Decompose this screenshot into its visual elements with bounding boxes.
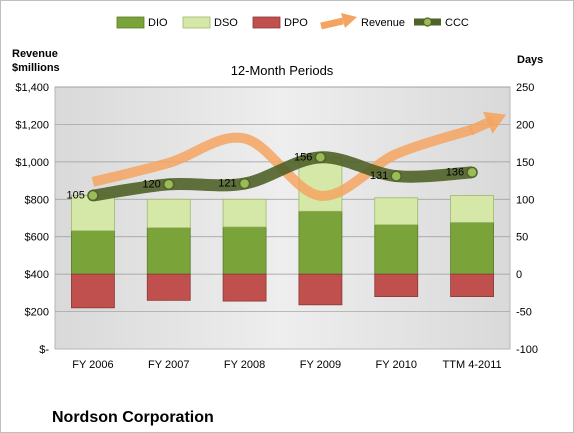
x-tick-label: FY 2006 [72, 359, 113, 371]
bar-dpo [374, 273, 419, 297]
y-left-tick-label: $200 [25, 307, 49, 319]
legend-swatch-revenue [320, 17, 344, 30]
legend-label: DSO [214, 17, 238, 29]
bar-dpo [71, 273, 115, 309]
ccc-point [466, 166, 478, 179]
ccc-point [163, 178, 175, 191]
bar-dso [374, 197, 419, 226]
ccc-point [314, 151, 327, 164]
y-left-tick-label: $1,200 [15, 119, 49, 131]
plot-area [54, 86, 511, 350]
legend: DIO DSO DPO Revenue CCC [116, 13, 469, 30]
x-tick-label: FY 2007 [148, 359, 189, 371]
x-tick-label: FY 2010 [376, 359, 417, 371]
bar-dso [450, 195, 494, 223]
y-right-tick-labels: -100 -50 0 50 100 150 200 250 [516, 82, 538, 356]
ccc-point [238, 177, 251, 190]
legend-label: DIO [148, 17, 168, 29]
y-left-tick-label: $1,000 [15, 157, 49, 169]
bar-dio [71, 230, 115, 275]
x-tick-labels: FY 2006 FY 2007 FY 2008 FY 2009 FY 2010 TTM 4… [72, 359, 501, 371]
bar-dpo [298, 273, 343, 306]
y-left-label-line2: $millions [12, 62, 60, 74]
ccc-data-label: 120 [142, 178, 160, 190]
bar-dio [298, 210, 343, 275]
y-left-label-line1: Revenue [12, 48, 58, 60]
legend-swatch-dpo [252, 16, 281, 29]
chart-title: 12-Month Periods [231, 63, 334, 78]
gridlines [55, 86, 510, 312]
y-right-tick-label: 50 [516, 232, 528, 244]
y-right-label: Days [517, 54, 543, 66]
bar-dso [146, 198, 191, 229]
legend-label: DPO [284, 17, 308, 29]
y-right-tick-label: 100 [516, 194, 534, 206]
legend-swatch-ccc-marker [422, 17, 433, 27]
ccc-point [390, 170, 402, 182]
bars [71, 156, 494, 309]
y-left-tick-label: $400 [25, 269, 49, 281]
ccc-data-label: 105 [67, 190, 85, 202]
bar-dio [222, 226, 267, 275]
y-left-tick-label: $600 [25, 232, 49, 244]
y-left-tick-labels: $- $200 $400 $600 $800 $1,000 $1,200 $1,400 [15, 82, 49, 356]
ccc-data-label: 131 [370, 170, 388, 182]
legend-swatch-dio [116, 16, 145, 29]
y-right-tick-label: 250 [516, 82, 534, 94]
bar-dio [146, 227, 191, 275]
bar-dpo [222, 273, 267, 302]
legend-label: CCC [445, 17, 469, 29]
y-left-tick-label: $- [39, 344, 49, 356]
y-right-tick-label: 200 [516, 119, 534, 131]
ccc-data-label: 156 [294, 151, 312, 163]
y-right-tick-label: 150 [516, 157, 534, 169]
bar-dio [374, 224, 419, 275]
bar-dpo [146, 273, 191, 301]
y-right-tick-label: -100 [516, 344, 538, 356]
x-tick-label: FY 2009 [300, 359, 341, 371]
y-right-tick-label: 0 [516, 269, 522, 281]
bar-dio [450, 222, 494, 275]
bar-dpo [450, 273, 494, 297]
ccc-data-label: 121 [218, 178, 236, 190]
bar-dso [222, 198, 267, 228]
legend-swatch-dso [182, 16, 211, 29]
ccc-point [87, 189, 99, 202]
legend-swatch-revenue-head [341, 13, 357, 28]
y-left-tick-label: $1,400 [15, 82, 49, 94]
company-name: Nordson Corporation [52, 409, 214, 426]
y-left-tick-label: $800 [25, 194, 49, 206]
revenue-arrowhead [482, 111, 507, 134]
y-right-tick-label: -50 [516, 307, 532, 319]
x-tick-label: FY 2008 [224, 359, 265, 371]
x-tick-label: TTM 4-2011 [443, 359, 502, 371]
ccc-line: 105 120 121 156 131 136 [67, 151, 478, 202]
ccc-data-label: 136 [446, 166, 464, 178]
legend-label: Revenue [361, 17, 405, 29]
